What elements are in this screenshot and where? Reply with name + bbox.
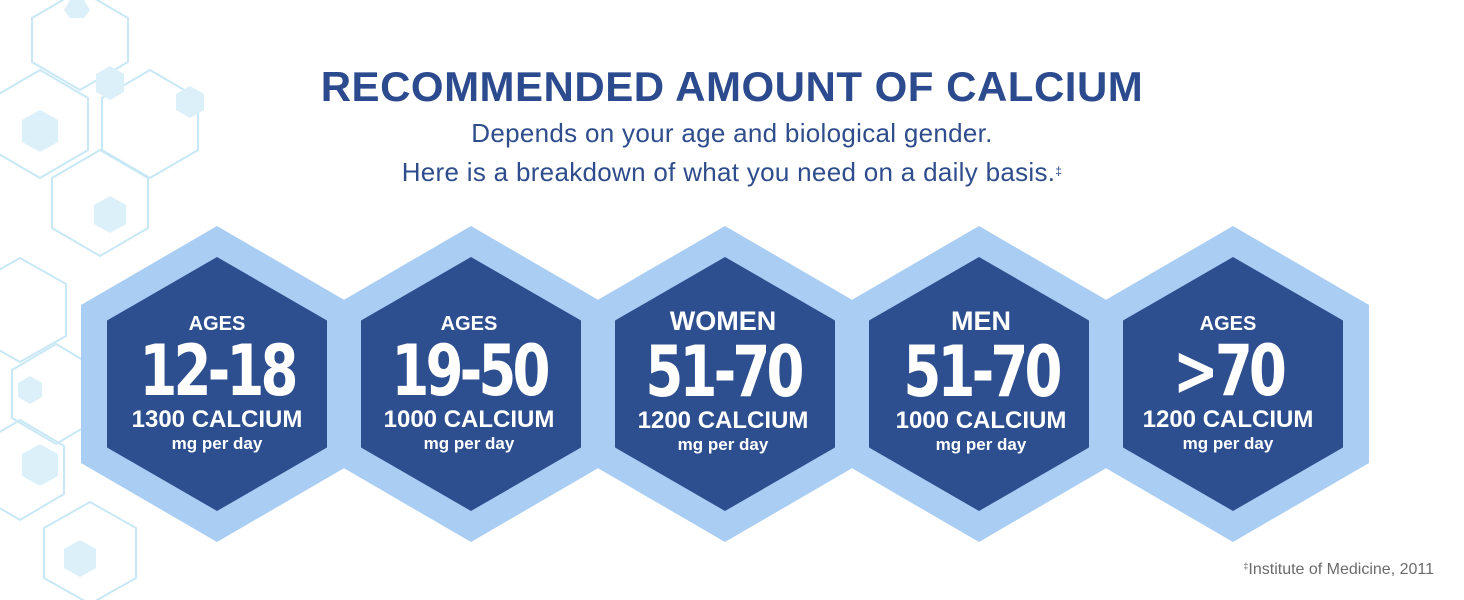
calcium-unit: mg per day bbox=[423, 434, 515, 453]
group-label: AGES bbox=[440, 313, 498, 335]
age-range: 12-18 bbox=[139, 330, 298, 412]
age-range: >70 bbox=[1172, 330, 1287, 412]
group-label: AGES bbox=[188, 313, 246, 335]
hex-card-ages-19-50: AGES 19-50 1000 CALCIUM mg per day bbox=[349, 313, 589, 454]
hex-fill-5 bbox=[1123, 257, 1343, 511]
source-footnote: ‡Institute of Medicine, 2011 bbox=[1243, 561, 1434, 579]
calcium-amount: 1000 CALCIUM bbox=[895, 407, 1067, 434]
hex-card-ages-over-70: AGES >70 1200 CALCIUM mg per day bbox=[1108, 313, 1348, 454]
footnote-mark: ‡ bbox=[1055, 164, 1063, 178]
calcium-amount: 1300 CALCIUM bbox=[131, 406, 303, 433]
hex-fill-2 bbox=[361, 257, 581, 511]
page-title: RECOMMENDED AMOUNT OF CALCIUM bbox=[320, 63, 1144, 110]
footnote-text: Institute of Medicine, 2011 bbox=[1248, 561, 1434, 578]
footnote-mark: ‡ bbox=[1243, 561, 1249, 571]
subtitle-line-1: Depends on your age and biological gende… bbox=[471, 118, 993, 148]
calcium-amount: 1000 CALCIUM bbox=[383, 406, 555, 433]
hex-fill-4 bbox=[869, 257, 1089, 511]
hexagon-row bbox=[81, 226, 1369, 542]
group-label: MEN bbox=[951, 306, 1011, 336]
hex-fill-1 bbox=[107, 257, 327, 511]
subtitle-line-2-text: Here is a breakdown of what you need on … bbox=[401, 157, 1056, 187]
hex-card-men-51-70: MEN 51-70 1000 CALCIUM mg per day bbox=[861, 306, 1101, 455]
hex-card-women-51-70: WOMEN 51-70 1200 CALCIUM mg per day bbox=[603, 306, 843, 455]
hex-fill-3 bbox=[615, 257, 835, 511]
calcium-unit: mg per day bbox=[171, 434, 263, 453]
calcium-unit: mg per day bbox=[677, 435, 769, 454]
age-range: 19-50 bbox=[391, 330, 550, 412]
group-label: AGES bbox=[1199, 313, 1257, 335]
group-label: WOMEN bbox=[669, 306, 777, 336]
calcium-amount: 1200 CALCIUM bbox=[1142, 406, 1314, 433]
hex-card-ages-12-18: AGES 12-18 1300 CALCIUM mg per day bbox=[97, 313, 337, 454]
subtitle-line-2: Here is a breakdown of what you need on … bbox=[0, 157, 1464, 188]
calcium-unit: mg per day bbox=[1182, 434, 1274, 453]
calcium-unit: mg per day bbox=[935, 435, 1027, 454]
age-range: 51-70 bbox=[645, 331, 804, 413]
calcium-amount: 1200 CALCIUM bbox=[637, 407, 809, 434]
age-range: 51-70 bbox=[903, 331, 1062, 413]
